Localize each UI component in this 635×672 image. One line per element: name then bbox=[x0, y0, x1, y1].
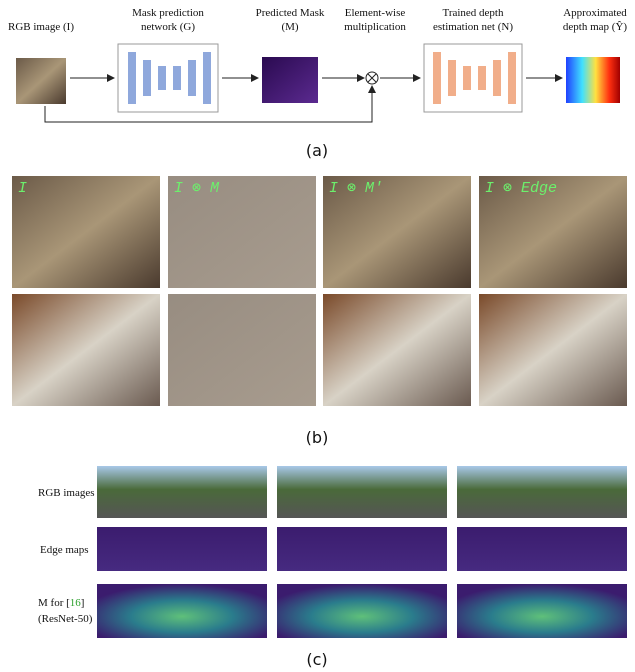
header-label: estimation net (N) bbox=[433, 21, 513, 33]
row-label: RGB images bbox=[38, 487, 95, 499]
caption: (c) bbox=[306, 650, 327, 669]
header-label: Approximated bbox=[563, 7, 627, 19]
row-label-part: 16 bbox=[70, 597, 82, 609]
photo bbox=[168, 294, 316, 406]
figure: (a) RGB image (I) Mask prediction network … bbox=[0, 0, 635, 672]
depth-net-bars bbox=[433, 52, 516, 104]
photo bbox=[12, 176, 160, 288]
photo bbox=[97, 584, 267, 638]
photo bbox=[277, 466, 447, 518]
net-bars bbox=[128, 52, 211, 104]
photo bbox=[97, 527, 267, 571]
photo bbox=[323, 294, 471, 406]
photo bbox=[457, 527, 627, 571]
photo bbox=[457, 466, 627, 518]
caption: (b) bbox=[306, 428, 329, 447]
header-label: depth map (Ŷ) bbox=[563, 21, 627, 33]
overlay-label: I ⊗ Edge bbox=[485, 180, 557, 197]
row-label: Edge maps bbox=[40, 544, 89, 556]
mask-thumb bbox=[262, 57, 318, 103]
header-label: network (G) bbox=[141, 21, 195, 33]
photo bbox=[12, 294, 160, 406]
overlay-label: I ⊗ M bbox=[174, 180, 220, 197]
photo bbox=[277, 527, 447, 571]
header-label: (M) bbox=[281, 21, 298, 33]
row-label: M for [16] bbox=[38, 597, 84, 609]
panel-b: (b) I I ⊗ M I ⊗ M′ I ⊗ Edge bbox=[12, 176, 627, 447]
panel-a: (a) RGB image (I) Mask prediction network … bbox=[8, 7, 627, 160]
photo bbox=[479, 294, 627, 406]
photo bbox=[277, 584, 447, 638]
overlay-label: I ⊗ M′ bbox=[329, 180, 383, 197]
header-label: RGB image (I) bbox=[8, 21, 74, 33]
panel-c: (c) RGB images Edge maps M for [16] (ResNet-… bbox=[38, 466, 627, 669]
rgb-thumb bbox=[16, 58, 66, 104]
photo bbox=[457, 584, 627, 638]
photo bbox=[97, 466, 267, 518]
depth-thumb bbox=[566, 57, 620, 103]
header-label: Mask prediction bbox=[132, 7, 204, 19]
header-label: Trained depth bbox=[442, 7, 504, 19]
header-label: multiplication bbox=[344, 21, 406, 33]
row-label-part: M for [ bbox=[38, 597, 70, 609]
row-label-part: ] bbox=[81, 597, 85, 609]
row-note: (ResNet-50) bbox=[38, 613, 93, 625]
header-label: Element-wise bbox=[345, 7, 406, 19]
header-label: Predicted Mask bbox=[256, 7, 325, 19]
otimes-x bbox=[368, 74, 376, 82]
caption: (a) bbox=[306, 141, 328, 160]
overlay-label: I bbox=[18, 180, 27, 197]
